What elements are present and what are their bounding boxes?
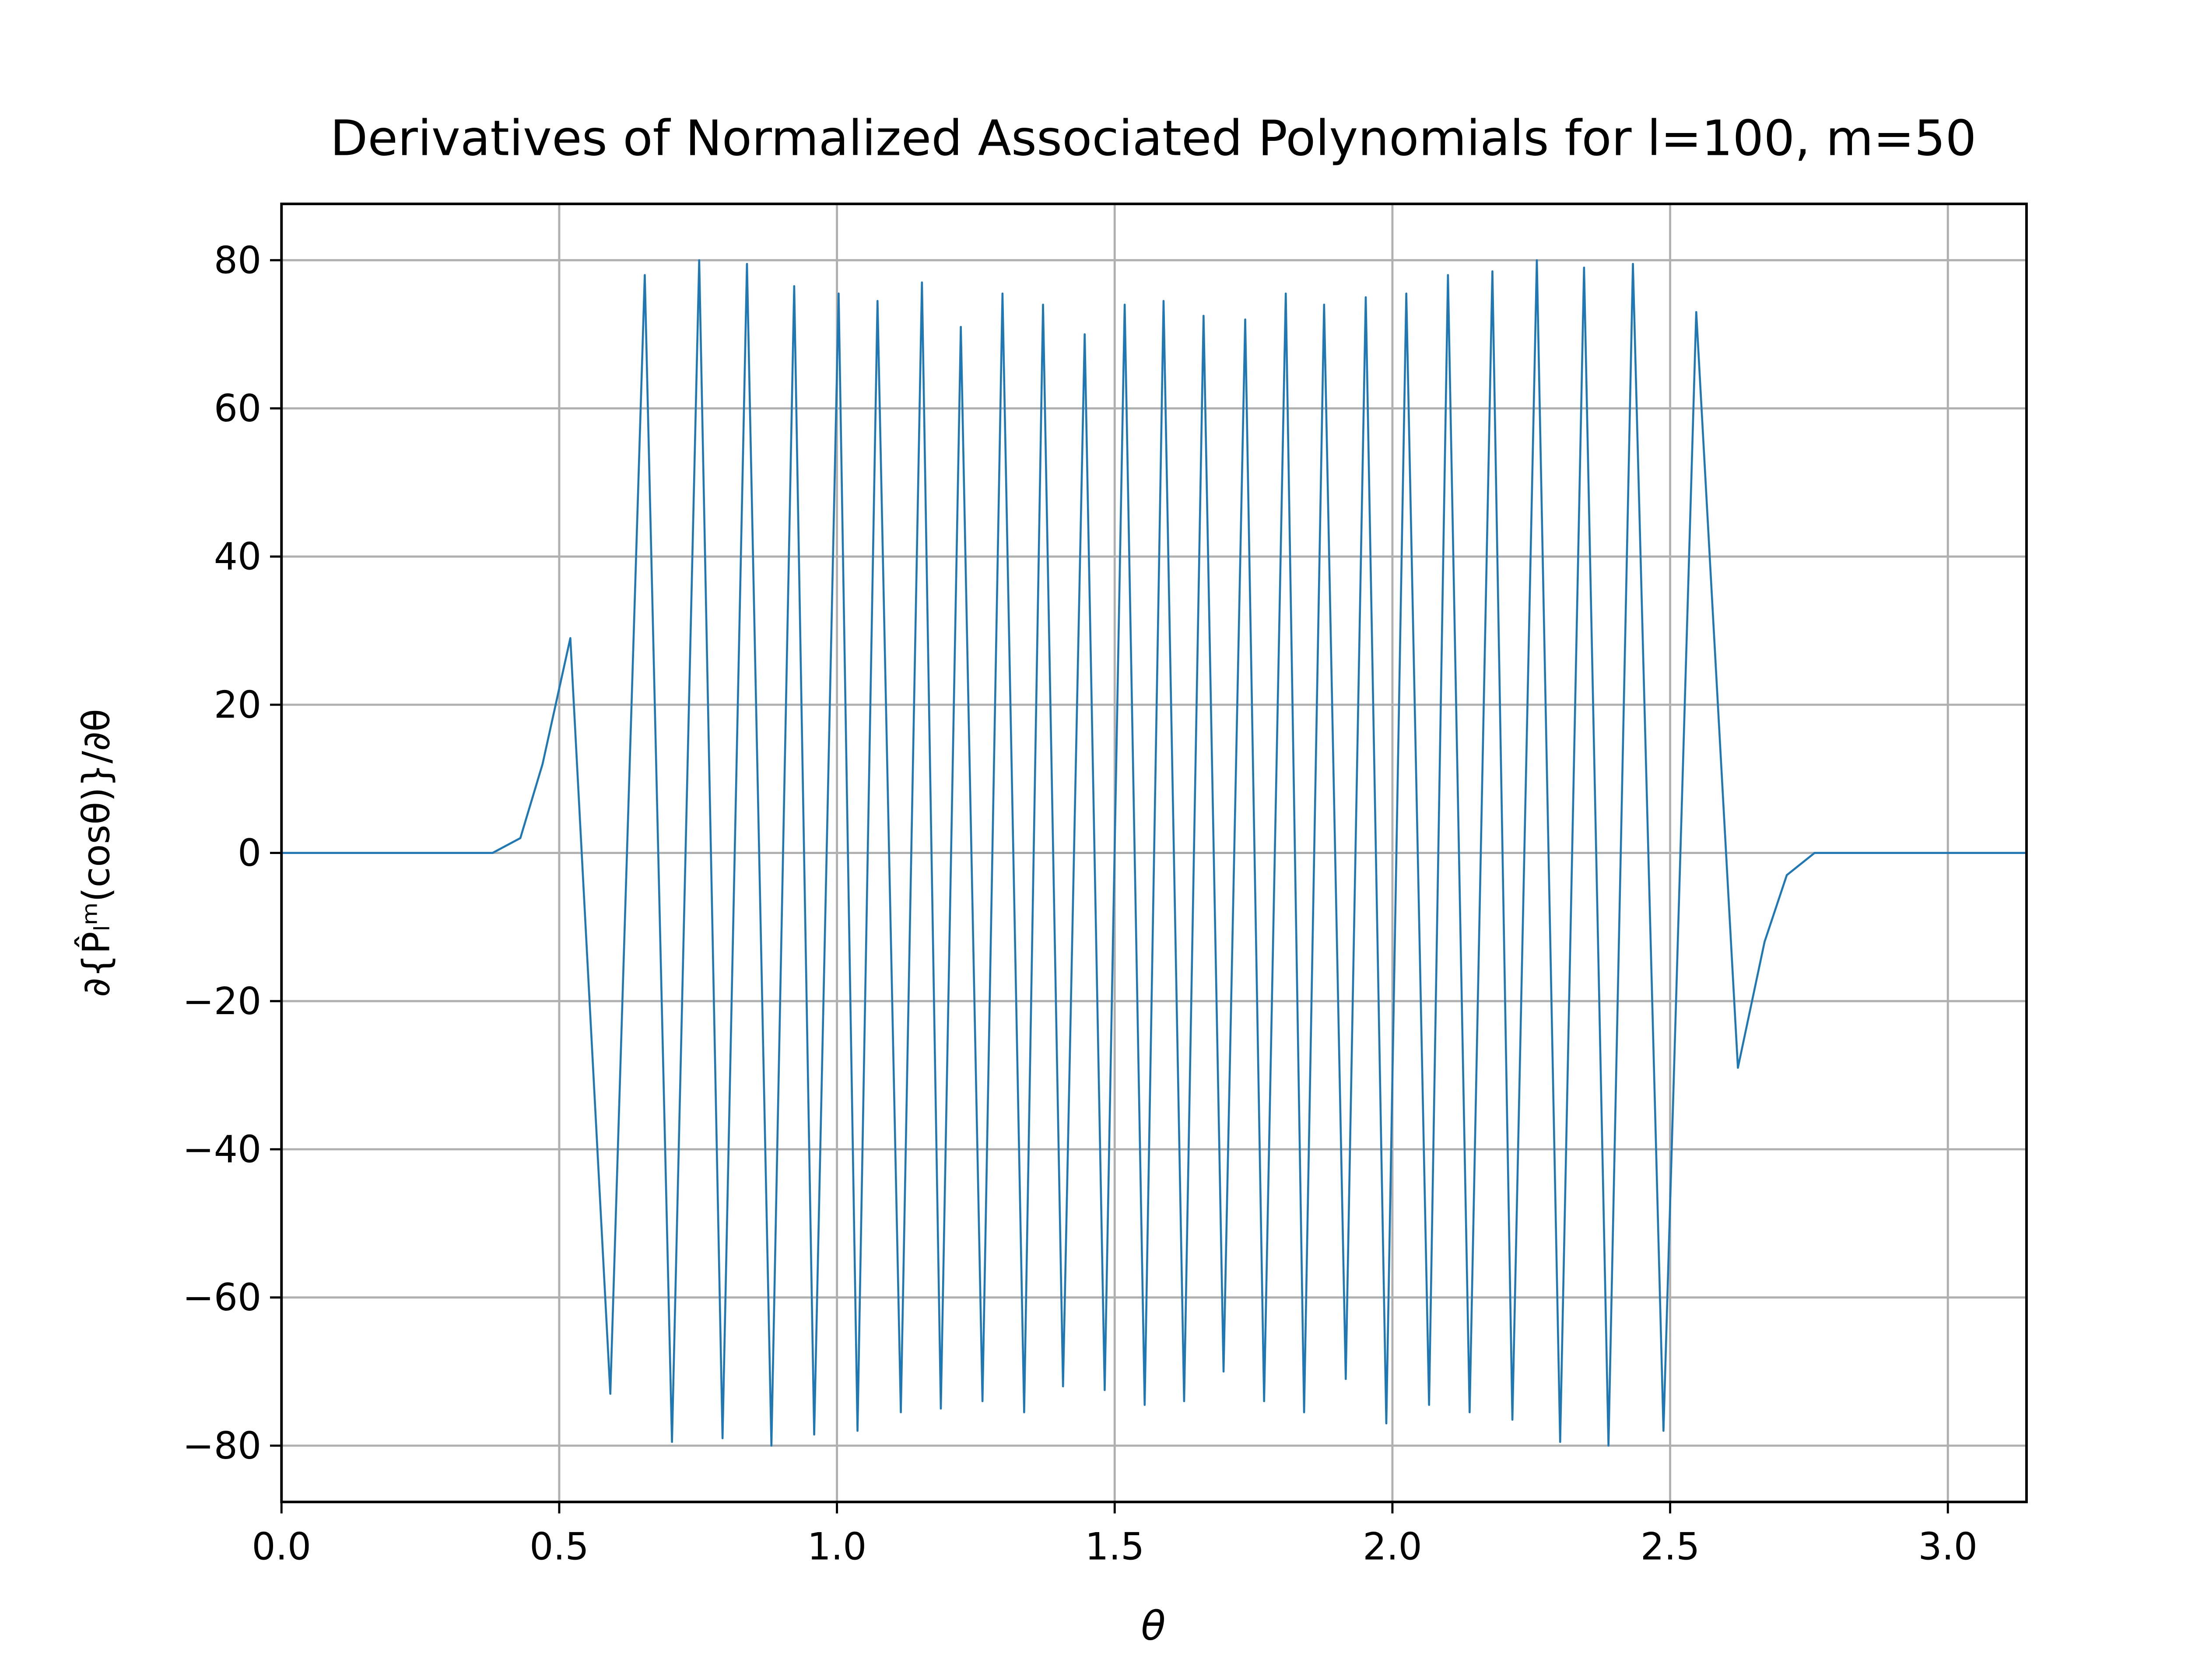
x-axis-label: θ	[1141, 1603, 1165, 1649]
x-tick-label: 0.0	[252, 1525, 311, 1568]
y-tick-label: 0	[238, 832, 261, 875]
y-tick-label: 40	[214, 536, 262, 579]
x-tick-label: 2.0	[1363, 1525, 1422, 1568]
grid: 0.0 0.5 1.0 1.5 2.0 2.5 3.0 −80 −60 −40 −20 0 20 40 60…	[182, 204, 2027, 1568]
x-tick-label: 0.5	[529, 1525, 589, 1568]
x-tick-label: 1.5	[1085, 1525, 1144, 1568]
y-tick-label: 80	[214, 239, 262, 282]
y-axis-label: ∂{P̂ₗᵐ(cosθ)}/∂θ	[74, 709, 119, 997]
y-tick-label: 60	[214, 387, 262, 430]
y-tick-label: −40	[182, 1128, 261, 1171]
y-tick-label: −80	[182, 1424, 261, 1468]
y-tick-label: 20	[214, 683, 262, 727]
x-tick-label: 1.0	[807, 1525, 867, 1568]
y-tick-label: −20	[182, 980, 261, 1023]
plot-area	[281, 259, 2027, 1447]
axes-frame	[280, 203, 2028, 1503]
x-tick-label: 3.0	[1918, 1525, 1978, 1568]
data-line	[281, 259, 2027, 1447]
x-tick-label: 2.5	[1641, 1525, 1700, 1568]
chart-title: Derivatives of Normalized Associated Pol…	[330, 110, 1976, 167]
y-tick-label: −60	[182, 1276, 261, 1320]
